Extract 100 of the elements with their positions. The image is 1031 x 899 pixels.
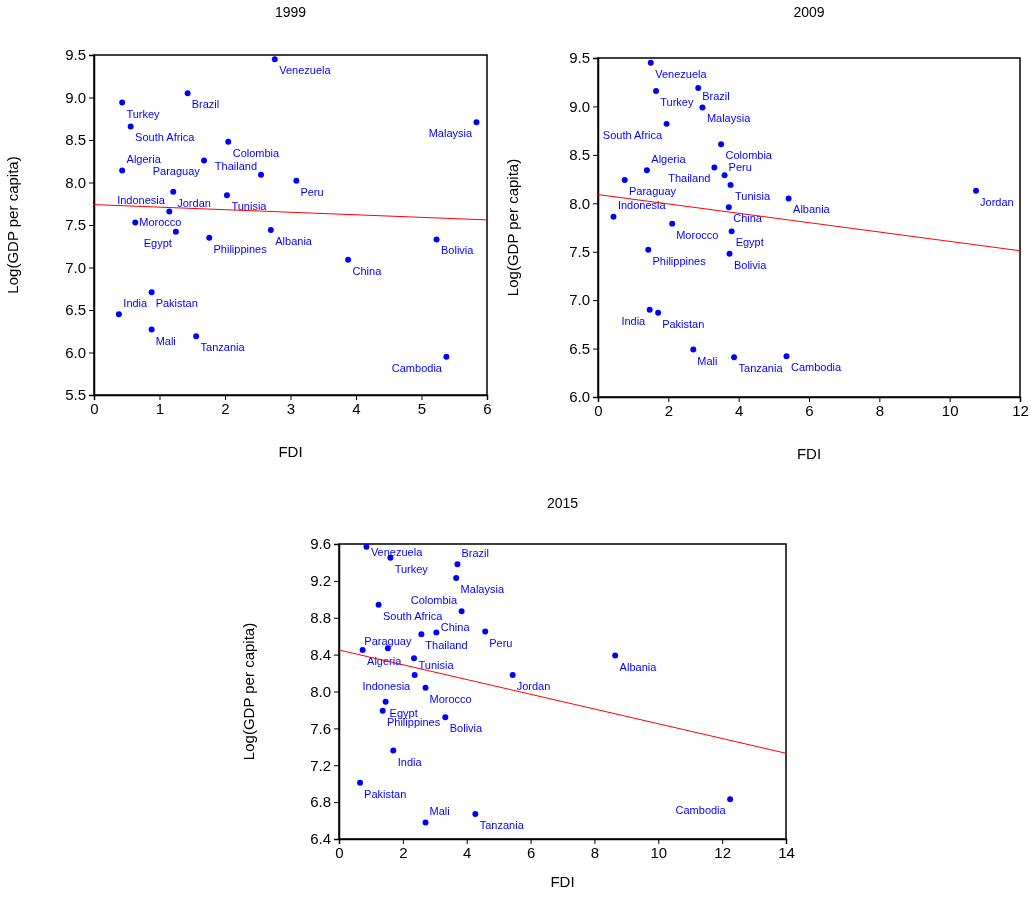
data-label: Tanzania <box>479 819 525 832</box>
data-label: Peru <box>489 636 513 649</box>
data-label: China <box>352 264 383 277</box>
data-label: South Africa <box>602 128 664 141</box>
y-tick-label: 7.5 <box>65 216 86 234</box>
data-label: Cambodia <box>675 804 727 817</box>
point <box>422 684 429 691</box>
point <box>442 714 449 721</box>
x-tick-label: 0 <box>594 401 603 419</box>
y-tick-label: 8.8 <box>310 609 331 627</box>
x-axis-title: FDI <box>550 873 575 890</box>
data-label: Colombia <box>410 593 459 606</box>
point <box>411 655 418 662</box>
data-label: Algeria <box>126 153 162 166</box>
point <box>363 543 370 550</box>
data-label: Peru <box>300 185 324 198</box>
point <box>172 228 179 235</box>
data-label: Tanzania <box>738 362 784 375</box>
data-label: Malaysia <box>460 583 505 596</box>
point <box>663 120 670 127</box>
point <box>482 628 489 635</box>
data-label: Cambodia <box>391 361 443 374</box>
y-tick-label: 8.5 <box>65 131 86 149</box>
x-tick-label: 4 <box>734 401 744 419</box>
data-label: India <box>397 755 423 768</box>
y-axis-title: Log(GDP per capita) <box>4 156 21 294</box>
point <box>422 819 429 826</box>
data-label: Pakistan <box>364 787 407 800</box>
point <box>472 811 479 818</box>
point <box>119 167 126 174</box>
y-tick-label: 9.5 <box>569 49 590 67</box>
x-tick-label: 8 <box>875 401 885 419</box>
point <box>382 698 389 705</box>
data-label: China <box>440 620 471 633</box>
point <box>433 236 440 243</box>
data-label: Bolivia <box>449 722 484 735</box>
x-tick-label: 0 <box>90 399 99 417</box>
data-label: Jordan <box>980 195 1014 208</box>
y-tick-label: 6.8 <box>310 793 331 811</box>
x-tick-label: 8 <box>590 843 600 861</box>
x-tick-label: 1 <box>155 399 165 417</box>
data-label: Tunisia <box>231 200 268 213</box>
point <box>206 234 213 241</box>
point <box>148 289 155 296</box>
y-tick-label: 8.0 <box>310 682 331 700</box>
data-label: Cambodia <box>790 361 842 374</box>
x-tick-label: 12 <box>1012 401 1029 419</box>
y-tick-label: 7.0 <box>65 258 86 276</box>
data-label: Albania <box>275 235 313 248</box>
data-label: Venezuela <box>655 67 708 80</box>
data-label: Brazil <box>191 98 220 111</box>
point <box>453 575 460 582</box>
x-tick-label: 4 <box>463 843 472 861</box>
data-label: Jordan <box>516 679 551 692</box>
data-label: Venezuela <box>279 64 332 77</box>
data-label: Thailand <box>668 172 711 185</box>
data-label: South Africa <box>383 609 444 622</box>
y-tick-label: 6.4 <box>310 830 331 848</box>
y-tick-label: 6.5 <box>569 339 590 357</box>
data-label: Peru <box>728 160 752 173</box>
point <box>727 181 734 188</box>
point <box>621 177 628 184</box>
x-tick-label: 6 <box>483 399 492 417</box>
data-label: Paraguay <box>152 165 201 178</box>
data-label: Colombia <box>232 146 281 159</box>
point <box>785 195 792 202</box>
data-label: Indonesia <box>617 199 667 212</box>
point <box>379 707 386 714</box>
point <box>699 104 706 111</box>
data-label: Turkey <box>394 562 429 575</box>
point <box>725 204 732 211</box>
data-label: Albania <box>793 203 831 216</box>
point <box>695 85 702 91</box>
point <box>433 629 440 636</box>
y-tick-label: 8.0 <box>65 173 86 191</box>
point <box>184 90 191 97</box>
point <box>645 246 652 253</box>
point <box>458 608 465 615</box>
data-label: Algeria <box>651 153 687 165</box>
x-tick-label: 6 <box>805 401 814 419</box>
data-label: Philippines <box>213 242 268 255</box>
data-label: Egypt <box>735 236 764 249</box>
x-tick-label: 2 <box>221 399 230 417</box>
data-label: Morocco <box>429 692 472 705</box>
x-tick-label: 2 <box>664 401 674 419</box>
data-label: Pakistan <box>662 317 705 330</box>
point <box>201 157 208 164</box>
point <box>127 123 134 130</box>
data-label: Egypt <box>143 236 172 249</box>
point <box>721 172 728 179</box>
point <box>509 671 516 678</box>
x-tick-label: 6 <box>526 843 536 861</box>
data-label: Bolivia <box>441 244 475 257</box>
chart-title: 2009 <box>793 4 825 20</box>
point <box>375 601 382 608</box>
y-tick-label: 9.2 <box>310 572 331 590</box>
point <box>647 59 654 66</box>
y-tick-label: 8.0 <box>569 194 590 212</box>
data-label: Jordan <box>177 196 211 209</box>
x-tick-label: 10 <box>650 843 668 861</box>
